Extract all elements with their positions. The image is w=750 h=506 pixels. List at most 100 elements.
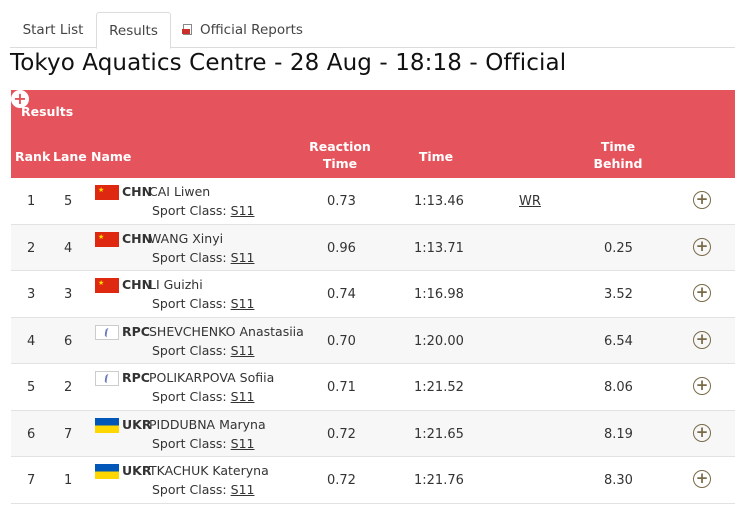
col-time: Time [418, 149, 454, 164]
table-row[interactable]: 1 5 ★ CHN CAI Liwen Sport Class: S11 0.73 1:13.4… [11, 178, 735, 225]
flag-rpc-icon [95, 324, 119, 340]
lane: 2 [64, 380, 73, 395]
sport-class-label: Sport Class: [152, 203, 227, 218]
noc-code: RPC [122, 370, 150, 385]
noc-code: RPC [122, 323, 150, 339]
athlete-name[interactable]: CAI Liwen [149, 184, 211, 199]
sport-class-link[interactable]: S11 [230, 342, 255, 358]
time-behind: 3.52 [604, 287, 633, 302]
results-table: Results Rank Lane Name Reaction Time Tim… [11, 90, 735, 504]
result-time: 1:13.46 [414, 194, 464, 209]
rank: 3 [27, 287, 36, 302]
sport-class-label: Sport Class: [152, 435, 227, 451]
reaction-time: 0.96 [327, 240, 356, 256]
col-lane: Lane [53, 149, 87, 164]
sport-class-label: Sport Class: [152, 249, 227, 265]
sport-class-link[interactable]: S11 [230, 249, 255, 265]
athlete-name[interactable]: PIDDUBNA Maryna [149, 416, 266, 432]
expand-row-icon[interactable]: + [693, 330, 711, 349]
noc-code: UKR [122, 463, 152, 478]
result-time: 1:20.00 [414, 333, 464, 349]
sport-class-label: Sport Class: [152, 389, 227, 404]
time-behind: 8.19 [604, 426, 633, 442]
tab-official-reports[interactable]: Official Reports [182, 12, 310, 48]
record-badge[interactable]: WR [519, 194, 541, 209]
expand-row-icon[interactable]: + [693, 191, 711, 209]
expand-row-icon[interactable]: + [693, 423, 711, 442]
sport-class-label: Sport Class: [152, 482, 227, 497]
expand-row-icon[interactable]: + [693, 237, 711, 256]
tab-results[interactable]: Results [96, 12, 171, 49]
time-behind: 8.06 [604, 380, 633, 395]
result-time: 1:21.76 [414, 473, 464, 488]
lane: 3 [64, 287, 73, 302]
rank: 6 [27, 426, 36, 442]
noc-code: CHN [122, 230, 153, 246]
table-row[interactable]: 4 6 RPC SHEVCHENKO Anastasiia Sport Class: S1… [11, 317, 735, 364]
expand-row-icon[interactable]: + [693, 377, 711, 395]
rank: 5 [27, 380, 36, 395]
result-time: 1:21.52 [414, 380, 464, 395]
noc-code: UKR [122, 416, 152, 432]
sport-class-label: Sport Class: [152, 296, 227, 311]
table-header: Results Rank Lane Name Reaction Time Tim… [11, 90, 735, 178]
sport-class-link[interactable]: S11 [230, 482, 255, 497]
table-row[interactable]: 5 2 RPC POLIKARPOVA Sofiia Sport Class: S11 0.… [11, 364, 735, 411]
page-title: Tokyo Aquatics Centre - 28 Aug - 18:18 -… [10, 50, 567, 76]
table-row[interactable]: 7 1 UKR TKACHUK Kateryna Sport Class: S11 0.72… [11, 457, 735, 504]
sport-class-link[interactable]: S11 [230, 435, 255, 451]
athlete-name[interactable]: LI Guizhi [149, 277, 203, 292]
tab-start-list[interactable]: Start List [22, 22, 84, 38]
noc-code: CHN [122, 277, 153, 292]
lane: 5 [64, 194, 73, 209]
sport-class: Sport Class: S11 [152, 389, 254, 404]
sport-class: Sport Class: S11 [152, 250, 254, 265]
reaction-time: 0.72 [327, 426, 356, 442]
athlete-name[interactable]: SHEVCHENKO Anastasiia [149, 323, 304, 339]
flag-chn-icon: ★ [95, 278, 119, 293]
reaction-time: 0.74 [327, 287, 356, 302]
rank: 2 [27, 240, 36, 256]
tab-bar: Start List Results Official Reports [10, 12, 735, 49]
sport-class: Sport Class: S11 [152, 343, 254, 358]
lane: 6 [64, 333, 73, 349]
table-row[interactable]: 6 7 UKR PIDDUBNA Maryna Sport Class: S11 0.72 1… [11, 410, 735, 457]
sport-class: Sport Class: S11 [152, 203, 254, 218]
sport-class-link[interactable]: S11 [230, 296, 255, 311]
col-time-behind: Time Behind [593, 139, 643, 171]
flag-rpc-icon [95, 371, 119, 386]
flag-ukr-icon [95, 464, 119, 479]
time-behind: 6.54 [604, 333, 633, 349]
result-time: 1:21.65 [414, 426, 464, 442]
sport-class-link[interactable]: S11 [230, 203, 255, 218]
col-reaction-time: Reaction Time [309, 139, 371, 171]
table-body: 1 5 ★ CHN CAI Liwen Sport Class: S11 0.73 1:13.4… [11, 178, 735, 504]
result-time: 1:16.98 [414, 287, 464, 302]
athlete-name[interactable]: TKACHUK Kateryna [149, 463, 269, 478]
tab-official-reports-label: Official Reports [200, 22, 303, 38]
result-time: 1:13.71 [414, 240, 464, 256]
col-name: Name [91, 149, 132, 164]
expand-row-icon[interactable]: + [693, 284, 711, 302]
expand-row-icon[interactable]: + [693, 470, 711, 488]
sport-class-link[interactable]: S11 [230, 389, 255, 404]
col-rank: Rank [15, 149, 51, 164]
athlete-name[interactable]: WANG Xinyi [149, 230, 224, 246]
rank: 1 [27, 194, 36, 209]
sport-class: Sport Class: S11 [152, 296, 254, 311]
rank: 7 [27, 473, 36, 488]
sport-class-label: Sport Class: [152, 342, 227, 358]
pdf-icon [182, 24, 194, 36]
sport-class: Sport Class: S11 [152, 436, 254, 451]
table-row[interactable]: 3 3 ★ CHN LI Guizhi Sport Class: S11 0.74 1:16.9… [11, 271, 735, 318]
noc-code: CHN [122, 184, 153, 199]
lane: 4 [64, 240, 73, 256]
table-row[interactable]: 2 4 ★ CHN WANG Xinyi Sport Class: S11 0.96 1:13.… [11, 224, 735, 271]
reaction-time: 0.71 [327, 380, 356, 395]
reaction-time: 0.70 [327, 333, 356, 349]
expand-all-icon[interactable]: + [11, 90, 29, 108]
time-behind: 8.30 [604, 473, 633, 488]
flag-chn-icon: ★ [95, 185, 119, 200]
athlete-name[interactable]: POLIKARPOVA Sofiia [149, 370, 275, 385]
rank: 4 [27, 333, 36, 349]
